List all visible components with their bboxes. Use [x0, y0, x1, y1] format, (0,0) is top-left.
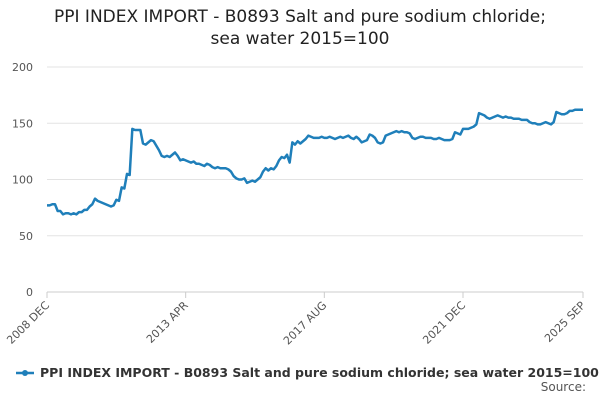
data-line	[47, 108, 583, 216]
x-tick-label: 2008 DEC	[4, 299, 52, 347]
source: Source:	[541, 380, 586, 394]
x-tick-label: 2013 APR	[144, 299, 191, 346]
y-tick-label: 150	[12, 117, 33, 130]
x-tick-label: 2017 AUG	[281, 299, 330, 348]
y-tick-label: 200	[12, 61, 33, 74]
chart-title: PPI INDEX IMPORT - B0893 Salt and pure s…	[54, 7, 546, 49]
y-tick-label: 100	[12, 174, 33, 187]
legend-label: PPI INDEX IMPORT - B0893 Salt and pure s…	[40, 365, 599, 380]
y-tick-label: 0	[26, 286, 33, 299]
x-tick-label: 2025 SEP	[542, 299, 588, 345]
x-tick-label: 2021 DEC	[420, 299, 468, 347]
y-tick-label: 50	[19, 230, 33, 243]
legend-marker	[22, 370, 28, 376]
